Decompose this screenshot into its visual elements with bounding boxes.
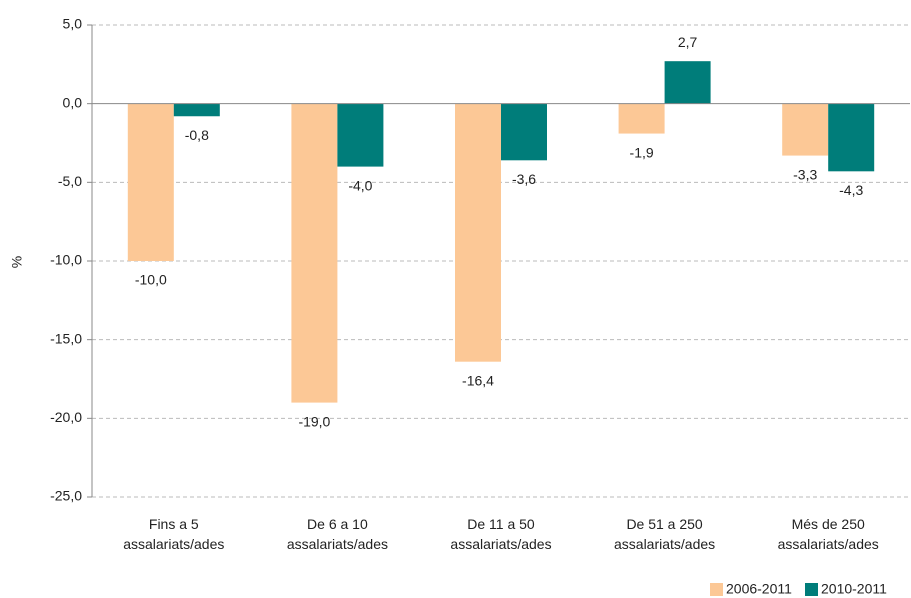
x-tick-label: De 51 a 250 assalariats/ades [614,516,715,552]
legend-label: 2010-2011 [821,581,887,597]
bar [618,103,665,134]
x-tick-label: Fins a 5 assalariats/ades [123,516,224,552]
bar [127,103,174,262]
y-tick-label: 0,0 [63,94,83,110]
bar [337,103,384,167]
legend-swatch [710,583,723,596]
bar [455,103,501,362]
data-label: -19,0 [298,413,330,429]
data-label: -4,3 [839,182,863,198]
y-tick-label: -20,0 [50,409,82,425]
bar [782,103,829,156]
data-label: -16,4 [462,372,494,388]
y-tick-label: 5,0 [63,16,83,32]
bar [828,103,875,172]
y-tick-label: -25,0 [50,488,82,504]
data-label: -1,9 [630,144,654,160]
y-tick-label: -5,0 [58,173,82,189]
data-label: -10,0 [135,272,167,288]
bar [501,103,547,161]
data-label: -3,3 [793,166,817,182]
bar [291,103,338,403]
x-tick-label: De 11 a 50 assalariats/ades [450,516,551,552]
x-tick-label: De 6 a 10 assalariats/ades [287,516,388,552]
bar [664,61,711,104]
legend-label: 2006-2011 [726,581,792,597]
x-tick-label: Més de 250 assalariats/ades [778,516,879,552]
data-label: -4,0 [348,177,372,193]
bar [173,103,220,117]
data-label: -0,8 [185,127,209,143]
legend-swatch [805,583,818,596]
data-label: 2,7 [678,34,698,50]
y-tick-label: -15,0 [50,330,82,346]
y-tick-label: -10,0 [50,252,82,268]
y-axis-label: % [9,256,25,268]
data-label: -3,6 [512,171,536,187]
